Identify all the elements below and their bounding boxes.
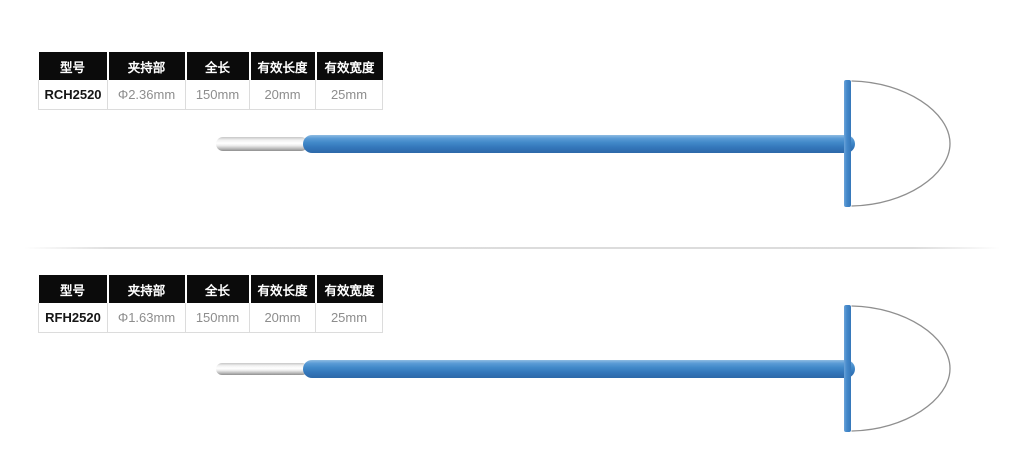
- section-divider: [24, 247, 1000, 249]
- electrode-tip-shank: [216, 363, 308, 375]
- header-cell-total-length: 全长: [184, 52, 250, 80]
- wire-loop-path: [851, 80, 951, 207]
- cell-effective-length-value: 20mm: [249, 80, 316, 110]
- header-cell-clamp-diameter: 夹持部: [106, 52, 186, 80]
- wire-loop: [851, 80, 951, 207]
- loop-base-bar: [844, 305, 851, 432]
- header-cell-effective-length: 有效长度: [248, 52, 316, 80]
- header-cell-effective-length: 有效长度: [248, 275, 316, 303]
- wire-loop-path: [851, 305, 951, 432]
- cell-effective-length-value: 20mm: [249, 303, 316, 333]
- spec-table-header-row: 型号 夹持部 全长 有效长度 有效宽度: [38, 275, 383, 303]
- spec-table-rfh2520: 型号 夹持部 全长 有效长度 有效宽度 RFH2520 Φ1.63mm 150m…: [38, 275, 383, 333]
- cell-effective-width-value: 25mm: [315, 80, 383, 110]
- spec-table-data-row: RFH2520 Φ1.63mm 150mm 20mm 25mm: [38, 303, 383, 333]
- cell-model-value: RFH2520: [38, 303, 108, 333]
- electrode-shaft: [303, 360, 855, 378]
- cell-total-length-value: 150mm: [185, 80, 250, 110]
- header-cell-effective-width: 有效宽度: [314, 52, 383, 80]
- wire-loop: [851, 305, 951, 432]
- cell-effective-width-value: 25mm: [315, 303, 383, 333]
- loop-base-bar: [844, 80, 851, 207]
- spec-table-rch2520: 型号 夹持部 全长 有效长度 有效宽度 RCH2520 Φ2.36mm 150m…: [38, 52, 383, 110]
- header-cell-effective-width: 有效宽度: [314, 275, 383, 303]
- cell-clamp-diameter-value: Φ2.36mm: [107, 80, 186, 110]
- header-cell-model: 型号: [38, 275, 108, 303]
- cell-model-value: RCH2520: [38, 80, 108, 110]
- header-cell-total-length: 全长: [184, 275, 250, 303]
- header-cell-clamp-diameter: 夹持部: [106, 275, 186, 303]
- spec-table-header-row: 型号 夹持部 全长 有效长度 有效宽度: [38, 52, 383, 80]
- header-cell-model: 型号: [38, 52, 108, 80]
- electrode-tip-shank: [216, 137, 308, 151]
- spec-table-data-row: RCH2520 Φ2.36mm 150mm 20mm 25mm: [38, 80, 383, 110]
- cell-total-length-value: 150mm: [185, 303, 250, 333]
- electrode-shaft: [303, 135, 855, 153]
- cell-clamp-diameter-value: Φ1.63mm: [107, 303, 186, 333]
